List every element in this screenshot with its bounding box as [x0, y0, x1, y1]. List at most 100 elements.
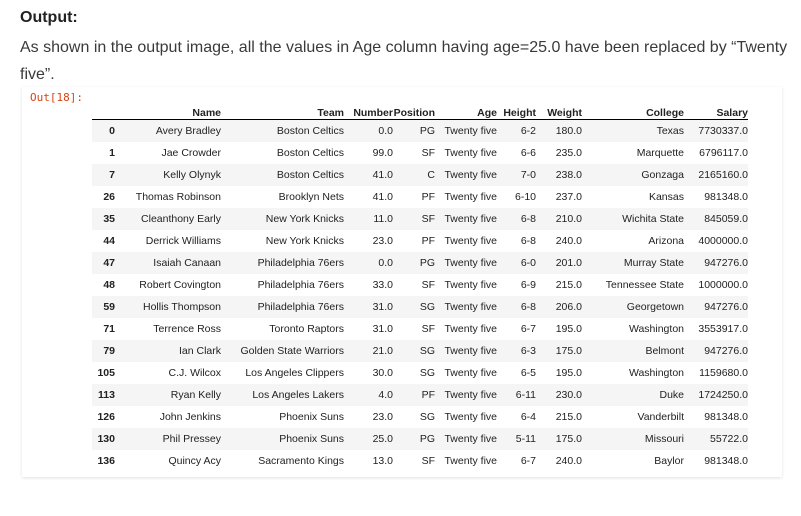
table-cell: Wichita State — [622, 213, 684, 225]
table-cell: 195.0 — [555, 367, 582, 379]
table-cell: Twenty five — [444, 235, 497, 247]
table-cell: SG — [419, 411, 435, 423]
table-cell: SF — [421, 323, 435, 335]
table-cell: 13.0 — [372, 455, 393, 467]
table-cell: C — [427, 169, 435, 181]
table-cell: Los Angeles Lakers — [252, 389, 344, 401]
table-cell: Hollis Thompson — [142, 301, 221, 313]
table-cell: Twenty five — [444, 411, 497, 423]
table-cell: 845059.0 — [704, 213, 748, 225]
table-row: 47 Isaiah Canaan Philadelphia 76ers 0.0 PG Tw… — [92, 252, 748, 274]
table-cell: PG — [419, 125, 435, 137]
table-cell: 6-9 — [520, 279, 536, 291]
table-cell: 6-0 — [520, 257, 536, 269]
table-cell: Vanderbilt — [637, 411, 684, 423]
table-row: 79 Ian Clark Golden State Warriors 21.0 SG Tw… — [92, 340, 748, 362]
table-cell: New York Knicks — [265, 213, 344, 225]
table-cell: Missouri — [644, 433, 684, 445]
table-cell: Boston Celtics — [276, 125, 344, 137]
table-cell: 6-2 — [520, 125, 536, 137]
table-cell: 6796117.0 — [699, 147, 748, 159]
table-cell: Twenty five — [444, 191, 497, 203]
output-cell — [22, 87, 782, 477]
table-cell: 6-8 — [520, 213, 536, 225]
table-cell: 5-11 — [515, 433, 536, 445]
table-cell: New York Knicks — [265, 235, 344, 247]
table-row: 130 Phil Pressey Phoenix Suns 25.0 PG Twenty … — [92, 428, 748, 450]
table-cell: 6-10 — [514, 191, 536, 203]
table-row: 59 Hollis Thompson Philadelphia 76ers 31.0 S… — [92, 296, 748, 318]
table-cell: 981348.0 — [704, 191, 748, 203]
table-cell: Georgetown — [626, 301, 684, 313]
header-row: Name Team Number Position Age Height Weight Col… — [92, 101, 748, 120]
table-cell: 6-8 — [520, 235, 536, 247]
table-cell: Isaiah Canaan — [153, 257, 221, 269]
table-cell: Washington — [628, 323, 684, 335]
table-cell: Phil Pressey — [162, 433, 221, 445]
table-cell: Twenty five — [444, 389, 497, 401]
table-cell: Twenty five — [444, 257, 497, 269]
table-cell: 41.0 — [372, 169, 393, 181]
table-cell: Twenty five — [444, 279, 497, 291]
table-cell: Toronto Raptors — [269, 323, 344, 335]
table-cell: Brooklyn Nets — [278, 191, 344, 203]
table-cell: Derrick Williams — [145, 235, 221, 247]
table-cell: Phoenix Suns — [279, 411, 344, 423]
table-cell: Belmont — [645, 345, 684, 357]
description-text: As shown in the output image, all the va… — [20, 39, 788, 83]
column-header: Age — [477, 107, 497, 119]
table-cell: Twenty five — [444, 125, 497, 137]
table-cell: 175.0 — [555, 433, 582, 445]
table-cell: Golden State Warriors — [240, 345, 344, 357]
table-cell: Twenty five — [444, 169, 497, 181]
column-header: Name — [192, 107, 221, 119]
table-cell: 2165160.0 — [698, 169, 748, 181]
table-cell: Phoenix Suns — [279, 433, 344, 445]
table-row: 7 Kelly Olynyk Boston Celtics 41.0 C Twenty f… — [92, 164, 748, 186]
table-cell: 240.0 — [555, 455, 582, 467]
table-cell: Kansas — [648, 191, 684, 203]
table-cell: 3553917.0 — [698, 323, 748, 335]
table-cell: 981348.0 — [704, 411, 748, 423]
table-body: 0 Avery Bradley Boston Celtics 0.0 PG Twenty … — [92, 119, 748, 473]
table-cell: 237.0 — [555, 191, 582, 203]
table-cell: 215.0 — [555, 411, 582, 423]
table-cell: Robert Covington — [139, 279, 221, 291]
table-cell: 6-11 — [515, 389, 536, 401]
table-cell: Twenty five — [444, 213, 497, 225]
table-row: 71 Terrence Ross Toronto Raptors 31.0 SF Twen… — [92, 318, 748, 340]
table-cell: PF — [421, 235, 435, 247]
table-cell: 230.0 — [555, 389, 582, 401]
row-index: 113 — [98, 389, 115, 401]
table-cell: Avery Bradley — [155, 125, 221, 137]
table-cell: 6-5 — [520, 367, 536, 379]
table-cell: Baylor — [654, 455, 684, 467]
table-cell: 41.0 — [372, 191, 393, 203]
table-cell: 947276.0 — [704, 301, 748, 313]
table-cell: 947276.0 — [704, 257, 748, 269]
table-cell: Duke — [659, 389, 684, 401]
table-cell: SG — [419, 345, 435, 357]
table-cell: 206.0 — [555, 301, 582, 313]
table-cell: 99.0 — [372, 147, 393, 159]
row-index: 105 — [97, 367, 115, 379]
row-index: 48 — [103, 279, 115, 291]
table-cell: SG — [419, 367, 435, 379]
table-row: 0 Avery Bradley Boston Celtics 0.0 PG Twenty … — [92, 119, 748, 142]
table-row: 26 Thomas Robinson Brooklyn Nets 41.0 PF Twen… — [92, 186, 748, 208]
table-cell: Twenty five — [444, 367, 497, 379]
table-row: 126 John Jenkins Phoenix Suns 23.0 SG Twenty … — [92, 406, 748, 428]
row-index: 126 — [97, 411, 115, 423]
table-cell: PG — [419, 257, 435, 269]
dataframe-table: Name Team Number Position Age Height Weight Col… — [92, 101, 748, 472]
output-prompt: Out[18]: — [30, 91, 83, 104]
row-index: 59 — [103, 301, 115, 313]
table-cell: 0.0 — [378, 125, 393, 137]
table-cell: 30.0 — [372, 367, 393, 379]
column-header: College — [646, 107, 684, 119]
table-cell: John Jenkins — [159, 411, 221, 423]
table-cell: 240.0 — [555, 235, 582, 247]
column-header: Team — [317, 107, 344, 119]
table-cell: 33.0 — [372, 279, 393, 291]
table-cell: 6-3 — [520, 345, 536, 357]
